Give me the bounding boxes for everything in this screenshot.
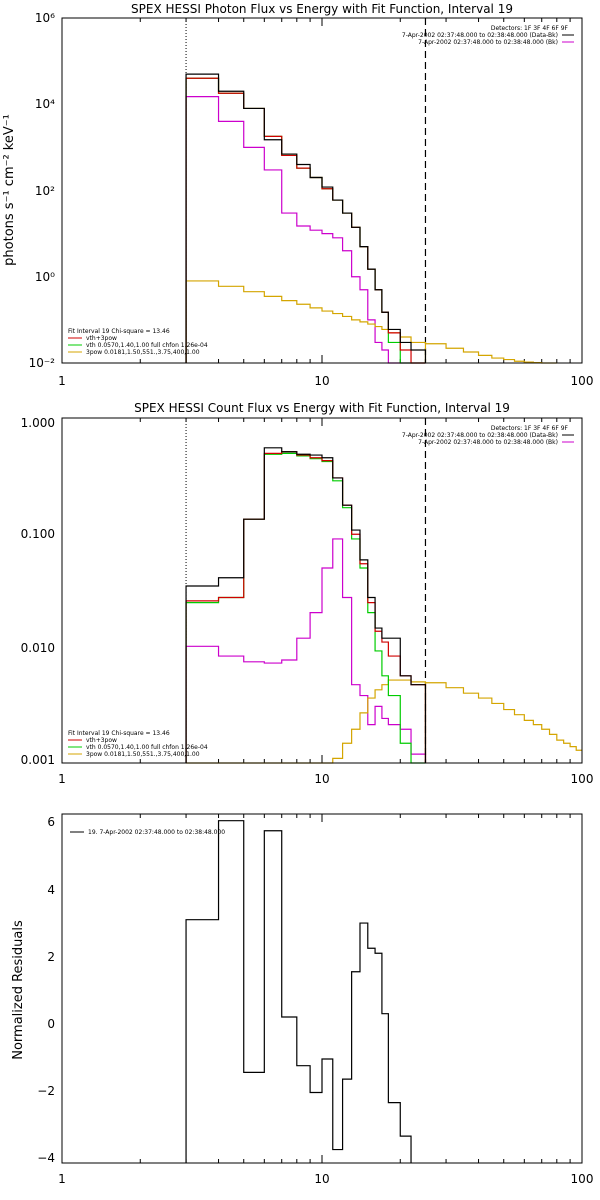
panel2-legend-total: vth+3pow	[86, 737, 117, 744]
panel2-series-bk	[185, 538, 427, 763]
panel3-y-label: Normalized Residuals	[11, 920, 26, 1060]
panel1-x-ticks: 1 10 100	[58, 374, 593, 388]
panel1-y-label: photons s⁻¹ cm⁻² keV⁻¹	[2, 114, 17, 266]
panel1-title: SPEX HESSI Photon Flux vs Energy with Fi…	[131, 2, 513, 16]
panel1-x-tick-100: 100	[571, 374, 594, 388]
panel1-legend-vth: vth 0.0570,1.40,1.00 full chfon 1.26e-04	[86, 342, 208, 349]
panel1-x-tick-10: 10	[314, 374, 329, 388]
panel2-y-tick-0010: 0.010	[21, 641, 55, 655]
panel3-legend-text: 19. 7-Apr-2002 02:37:48.000 to 02:38:48.…	[88, 829, 225, 836]
panel2-x-tick-1: 1	[58, 772, 66, 786]
panel2-series-3pow-tail	[425, 682, 582, 751]
panel2-detectors: Detectors: 1F 3F 4F 6F 9F	[491, 425, 569, 432]
panel2-fit-info: Fit Interval 19 Chi-square = 13.46	[68, 730, 170, 737]
panel3-y-tick-6: 6	[47, 815, 55, 829]
panel3-y-ticks: −4 −2 0 2 4 6	[37, 815, 55, 1165]
panel2-frame	[61, 417, 583, 764]
panel2-legend-vth: vth 0.0570,1.40,1.00 full chfon 1.26e-04	[86, 744, 208, 751]
panel2-y-tick-0001: 0.001	[21, 753, 55, 767]
panel1-detectors: Detectors: 1F 3F 4F 6F 9F	[491, 25, 569, 32]
panel3-y-tick-4: 4	[47, 883, 55, 897]
panel2-series-data-bk	[185, 447, 427, 763]
panel2-title: SPEX HESSI Count Flux vs Energy with Fit…	[134, 401, 510, 415]
residuals-panel: Normalized Residuals 1 10 100 −4 −2 0 2 …	[11, 813, 593, 1186]
panel1-y-tick-1e6: 10⁶	[35, 11, 55, 25]
panel3-y-tick-2: 2	[47, 950, 55, 964]
panel2-x-tick-10: 10	[314, 772, 329, 786]
panel2-y-ticks: 0.001 0.010 0.100 1.000	[21, 416, 55, 767]
panel3-legend: 19. 7-Apr-2002 02:37:48.000 to 02:38:48.…	[70, 829, 225, 836]
panel1-legend-bk: 7-Apr-2002 02:37:48.000 to 02:38:48.000 …	[418, 39, 558, 46]
panel1-legend-top: Detectors: 1F 3F 4F 6F 9F 7-Apr-2002 02:…	[402, 25, 574, 46]
panel3-x-tick-10: 10	[314, 1172, 329, 1186]
panel1-series-bk	[185, 96, 426, 364]
panel1-legend-data: 7-Apr-2002 02:37:48.000 to 02:38:48.000 …	[402, 32, 558, 39]
panel3-y-tick-0: 0	[47, 1017, 55, 1031]
panel1-y-tick-1e0: 10⁰	[35, 270, 55, 284]
panel3-series-residuals	[185, 820, 412, 1163]
panel1-legend-3pow: 3pow 0.0181,1.50,551.,3.75,400,1.00	[86, 349, 200, 356]
panel1-y-tick-1e4: 10⁴	[35, 97, 55, 111]
panel1-x-tick-1: 1	[58, 374, 66, 388]
panel2-legend-bottom: Fit Interval 19 Chi-square = 13.46 vth+3…	[68, 730, 208, 758]
panel3-frame	[61, 813, 583, 1164]
panel3-x-tick-1: 1	[58, 1172, 66, 1186]
panel1-legend-bottom: Fit Interval 19 Chi-square = 13.46 vth+3…	[68, 328, 208, 356]
panel2-legend-bk: 7-Apr-2002 02:37:48.000 to 02:38:48.000 …	[418, 439, 558, 446]
panel1-marks	[61, 18, 583, 364]
panel3-x-ticks: 1 10 100	[58, 1172, 593, 1186]
panel2-x-tick-100: 100	[571, 772, 594, 786]
photon-flux-panel: SPEX HESSI Photon Flux vs Energy with Fi…	[2, 2, 593, 388]
panel1-y-tick-1e-2: 10⁻²	[29, 356, 56, 370]
panel1-y-ticks: 10⁻² 10⁰ 10² 10⁴ 10⁶	[29, 11, 56, 370]
panel2-y-tick-1000: 1.000	[21, 416, 55, 430]
panel2-legend-top: Detectors: 1F 3F 4F 6F 9F 7-Apr-2002 02:…	[402, 425, 574, 446]
panel3-y-tick-m4: −4	[37, 1151, 55, 1165]
panel2-legend-data: 7-Apr-2002 02:37:48.000 to 02:38:48.000 …	[402, 432, 558, 439]
panel1-series-data-bk	[185, 73, 427, 363]
panel2-x-ticks: 1 10 100	[58, 772, 593, 786]
panel1-legend-total: vth+3pow	[86, 335, 117, 342]
panel1-y-tick-1e2: 10²	[35, 184, 55, 198]
panel2-y-tick-0100: 0.100	[21, 527, 55, 541]
panel3-x-tick-100: 100	[571, 1172, 594, 1186]
panel2-legend-3pow: 3pow 0.0181,1.50,551.,3.75,400,1.00	[86, 751, 200, 758]
panel1-fit-info: Fit Interval 19 Chi-square = 13.46	[68, 328, 170, 335]
panel1-frame	[61, 17, 583, 364]
panel3-y-tick-m2: −2	[37, 1084, 55, 1098]
count-flux-panel: SPEX HESSI Count Flux vs Energy with Fit…	[21, 401, 594, 786]
